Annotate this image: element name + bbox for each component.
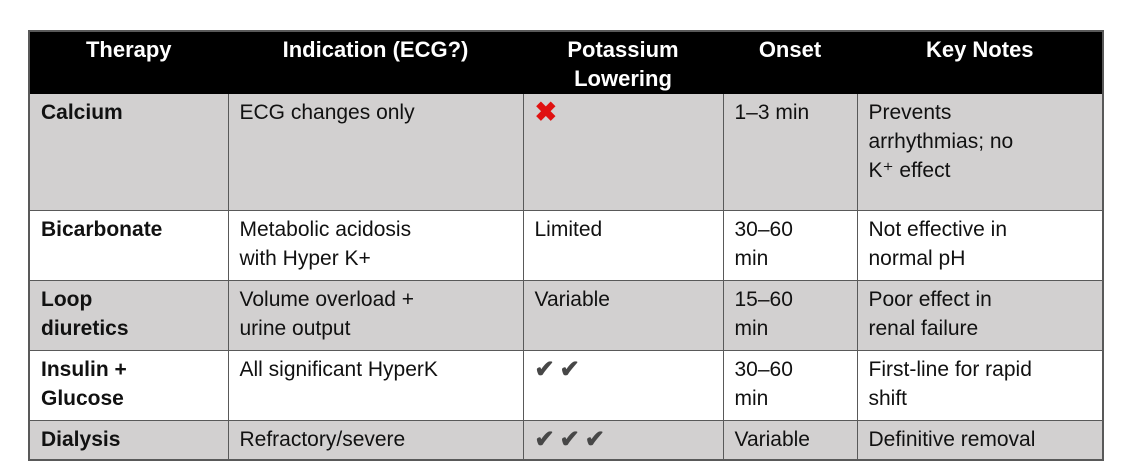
cell-potassium: ✔✔: [522, 350, 724, 421]
table-row: Calcium ECG changes only ✖ 1–3 min Prevents …: [28, 93, 1104, 211]
cell-therapy: Calcium: [28, 93, 229, 211]
cell-onset: Variable: [722, 420, 858, 461]
cell-indication: All significant HyperK: [227, 350, 524, 421]
table-row: Dialysis Refractory/severe ✔✔✔ Variable Defi…: [28, 420, 1104, 461]
cell-indication: Metabolic acidosis with Hyper K+: [227, 210, 524, 281]
column-header-indication: Indication (ECG?): [227, 30, 524, 94]
cell-potassium: ✔✔✔: [522, 420, 724, 461]
cell-notes: Definitive removal: [856, 420, 1104, 461]
cell-onset: 30–60 min: [722, 350, 858, 421]
check-marks-icon: ✔✔✔: [534, 426, 610, 453]
cell-indication: Refractory/severe: [227, 420, 524, 461]
cell-therapy: Insulin + Glucose: [28, 350, 229, 421]
table-row: Bicarbonate Metabolic acidosis with Hyper…: [28, 210, 1104, 281]
red-cross-icon: ✖: [534, 97, 560, 127]
column-header-therapy: Therapy: [28, 30, 229, 94]
cell-therapy: Bicarbonate: [28, 210, 229, 281]
table-body: Calcium ECG changes only ✖ 1–3 min Prevents …: [28, 93, 1104, 461]
cell-therapy: Loop diuretics: [28, 280, 229, 351]
table-row: Insulin + Glucose All significant HyperK ✔…: [28, 350, 1104, 421]
cell-potassium: Limited: [522, 210, 724, 281]
cell-notes: Poor effect in renal failure: [856, 280, 1104, 351]
table-header: Therapy Indication (ECG?) Potassium Loweri…: [28, 30, 1104, 94]
column-header-notes: Key Notes: [856, 30, 1104, 94]
cell-potassium: Variable: [522, 280, 724, 351]
cell-onset: 1–3 min: [722, 93, 858, 211]
check-marks-icon: ✔✔: [534, 356, 585, 383]
cell-notes: Prevents arrhythmias; no K⁺ effect: [856, 93, 1104, 211]
header-row: Therapy Indication (ECG?) Potassium Loweri…: [28, 30, 1104, 94]
cell-potassium: ✖: [522, 93, 724, 211]
hyperkalemia-therapy-table: Therapy Indication (ECG?) Potassium Loweri…: [28, 30, 1104, 461]
table-row: Loop diuretics Volume overload + urine ou…: [28, 280, 1104, 351]
cell-notes: First-line for rapid shift: [856, 350, 1104, 421]
column-header-onset: Onset: [722, 30, 858, 94]
cell-therapy: Dialysis: [28, 420, 229, 461]
cell-onset: 30–60 min: [722, 210, 858, 281]
column-header-potassium: Potassium Lowering: [522, 30, 724, 94]
cell-onset: 15–60 min: [722, 280, 858, 351]
cell-indication: ECG changes only: [227, 93, 524, 211]
cell-notes: Not effective in normal pH: [856, 210, 1104, 281]
cell-indication: Volume overload + urine output: [227, 280, 524, 351]
